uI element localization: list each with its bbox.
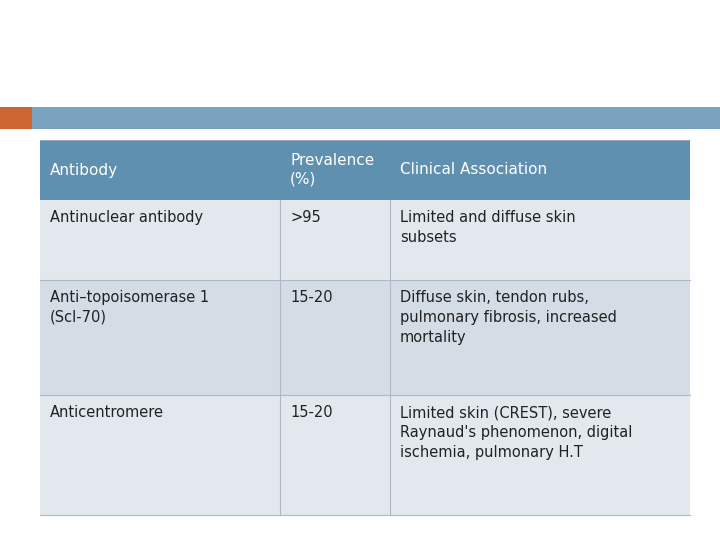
Text: Prevalence
(%): Prevalence (%) bbox=[290, 153, 374, 187]
Bar bbox=[0, 107, 720, 129]
Text: Anti–topoisomerase 1
(Scl-70): Anti–topoisomerase 1 (Scl-70) bbox=[50, 290, 209, 325]
Text: >95: >95 bbox=[290, 210, 320, 225]
Bar bbox=[40, 200, 690, 280]
Text: Limited and diffuse skin
subsets: Limited and diffuse skin subsets bbox=[400, 210, 575, 245]
Text: Antinuclear antibody: Antinuclear antibody bbox=[50, 210, 203, 225]
Text: Clinical Association: Clinical Association bbox=[400, 163, 547, 178]
Text: 15-20: 15-20 bbox=[290, 405, 333, 420]
Text: Antibody: Antibody bbox=[50, 163, 118, 178]
Text: Anticentromere: Anticentromere bbox=[50, 405, 164, 420]
Text: Limited skin (CREST), severe
Raynaud's phenomenon, digital
ischemia, pulmonary H: Limited skin (CREST), severe Raynaud's p… bbox=[400, 405, 632, 460]
Text: 15-20: 15-20 bbox=[290, 290, 333, 305]
Bar bbox=[40, 395, 690, 515]
Bar bbox=[40, 280, 690, 395]
Bar bbox=[0, 107, 32, 129]
Bar bbox=[40, 140, 690, 200]
Text: Diffuse skin, tendon rubs,
pulmonary fibrosis, increased
mortality: Diffuse skin, tendon rubs, pulmonary fib… bbox=[400, 290, 617, 345]
